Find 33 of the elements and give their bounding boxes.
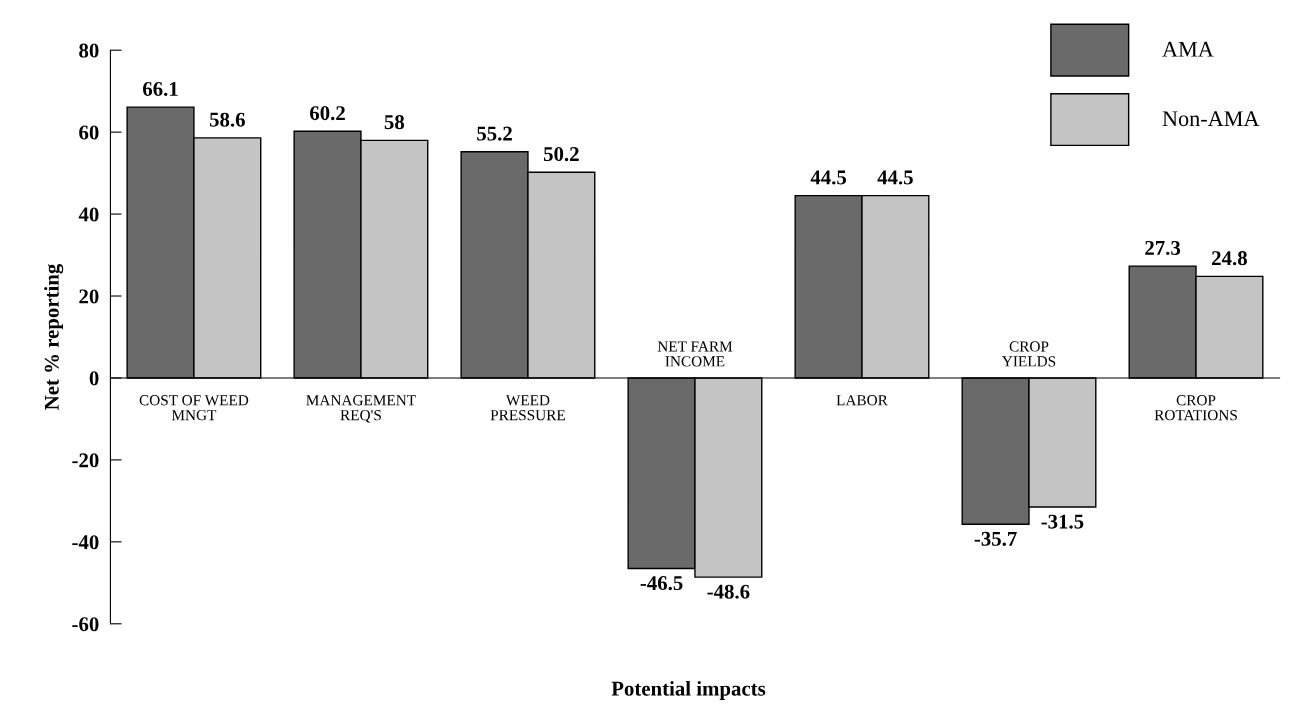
data-label: 27.3	[1145, 240, 1181, 256]
data-label: 66.1	[143, 81, 178, 97]
x-tick-label: MANAGEMENT REQ'S	[306, 395, 416, 423]
data-label: 58.6	[209, 112, 245, 127]
data-label: 24.8	[1212, 251, 1247, 266]
x-tick-label: CROP YIELDS	[1002, 341, 1056, 367]
y-axis-title: Net % reporting	[44, 263, 64, 410]
data-label: 44.5	[810, 170, 847, 185]
y-tick-label: -60	[72, 617, 99, 632]
data-label: -48.6	[707, 584, 750, 599]
data-label: 60.2	[310, 106, 345, 121]
y-tick-label: 0	[89, 371, 99, 386]
x-tick-label: WEED PRESSURE	[490, 395, 565, 421]
data-label: 50.2	[543, 147, 579, 162]
y-tick-label: 80	[79, 43, 99, 58]
legend-label: Non-AMA	[1162, 111, 1260, 127]
data-label: -46.5	[640, 576, 683, 591]
y-tick-label: 40	[78, 207, 99, 222]
y-tick-label: 20	[79, 289, 99, 304]
data-label: 44.5	[877, 170, 913, 185]
x-axis-title: Potential impacts	[611, 681, 766, 700]
y-tick-label: -20	[72, 453, 99, 468]
data-label: 55.2	[477, 126, 512, 141]
data-label: -31.5	[1041, 514, 1084, 529]
x-tick-label: LABOR	[836, 395, 888, 406]
x-tick-label: CROP ROTATIONS	[1154, 395, 1237, 421]
legend-label: AMA	[1162, 41, 1214, 57]
x-tick-label: COST OF WEED MNGT	[139, 395, 249, 421]
data-label: 58	[384, 115, 405, 130]
y-tick-label: 60	[79, 125, 99, 140]
x-tick-label: NET FARM INCOME	[657, 341, 733, 367]
data-label: -35.7	[974, 531, 1017, 546]
y-tick-label: -40	[72, 535, 99, 550]
